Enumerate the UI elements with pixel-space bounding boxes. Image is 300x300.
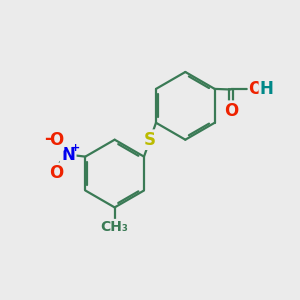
Text: O: O [224,102,238,120]
Text: O: O [49,131,63,149]
Text: N: N [61,146,75,164]
Text: O: O [248,80,263,98]
Text: CH₃: CH₃ [101,220,129,234]
Text: +: + [71,143,80,153]
Text: S: S [144,131,156,149]
Text: -: - [44,130,51,148]
Text: H: H [260,80,273,98]
Text: O: O [49,164,63,182]
